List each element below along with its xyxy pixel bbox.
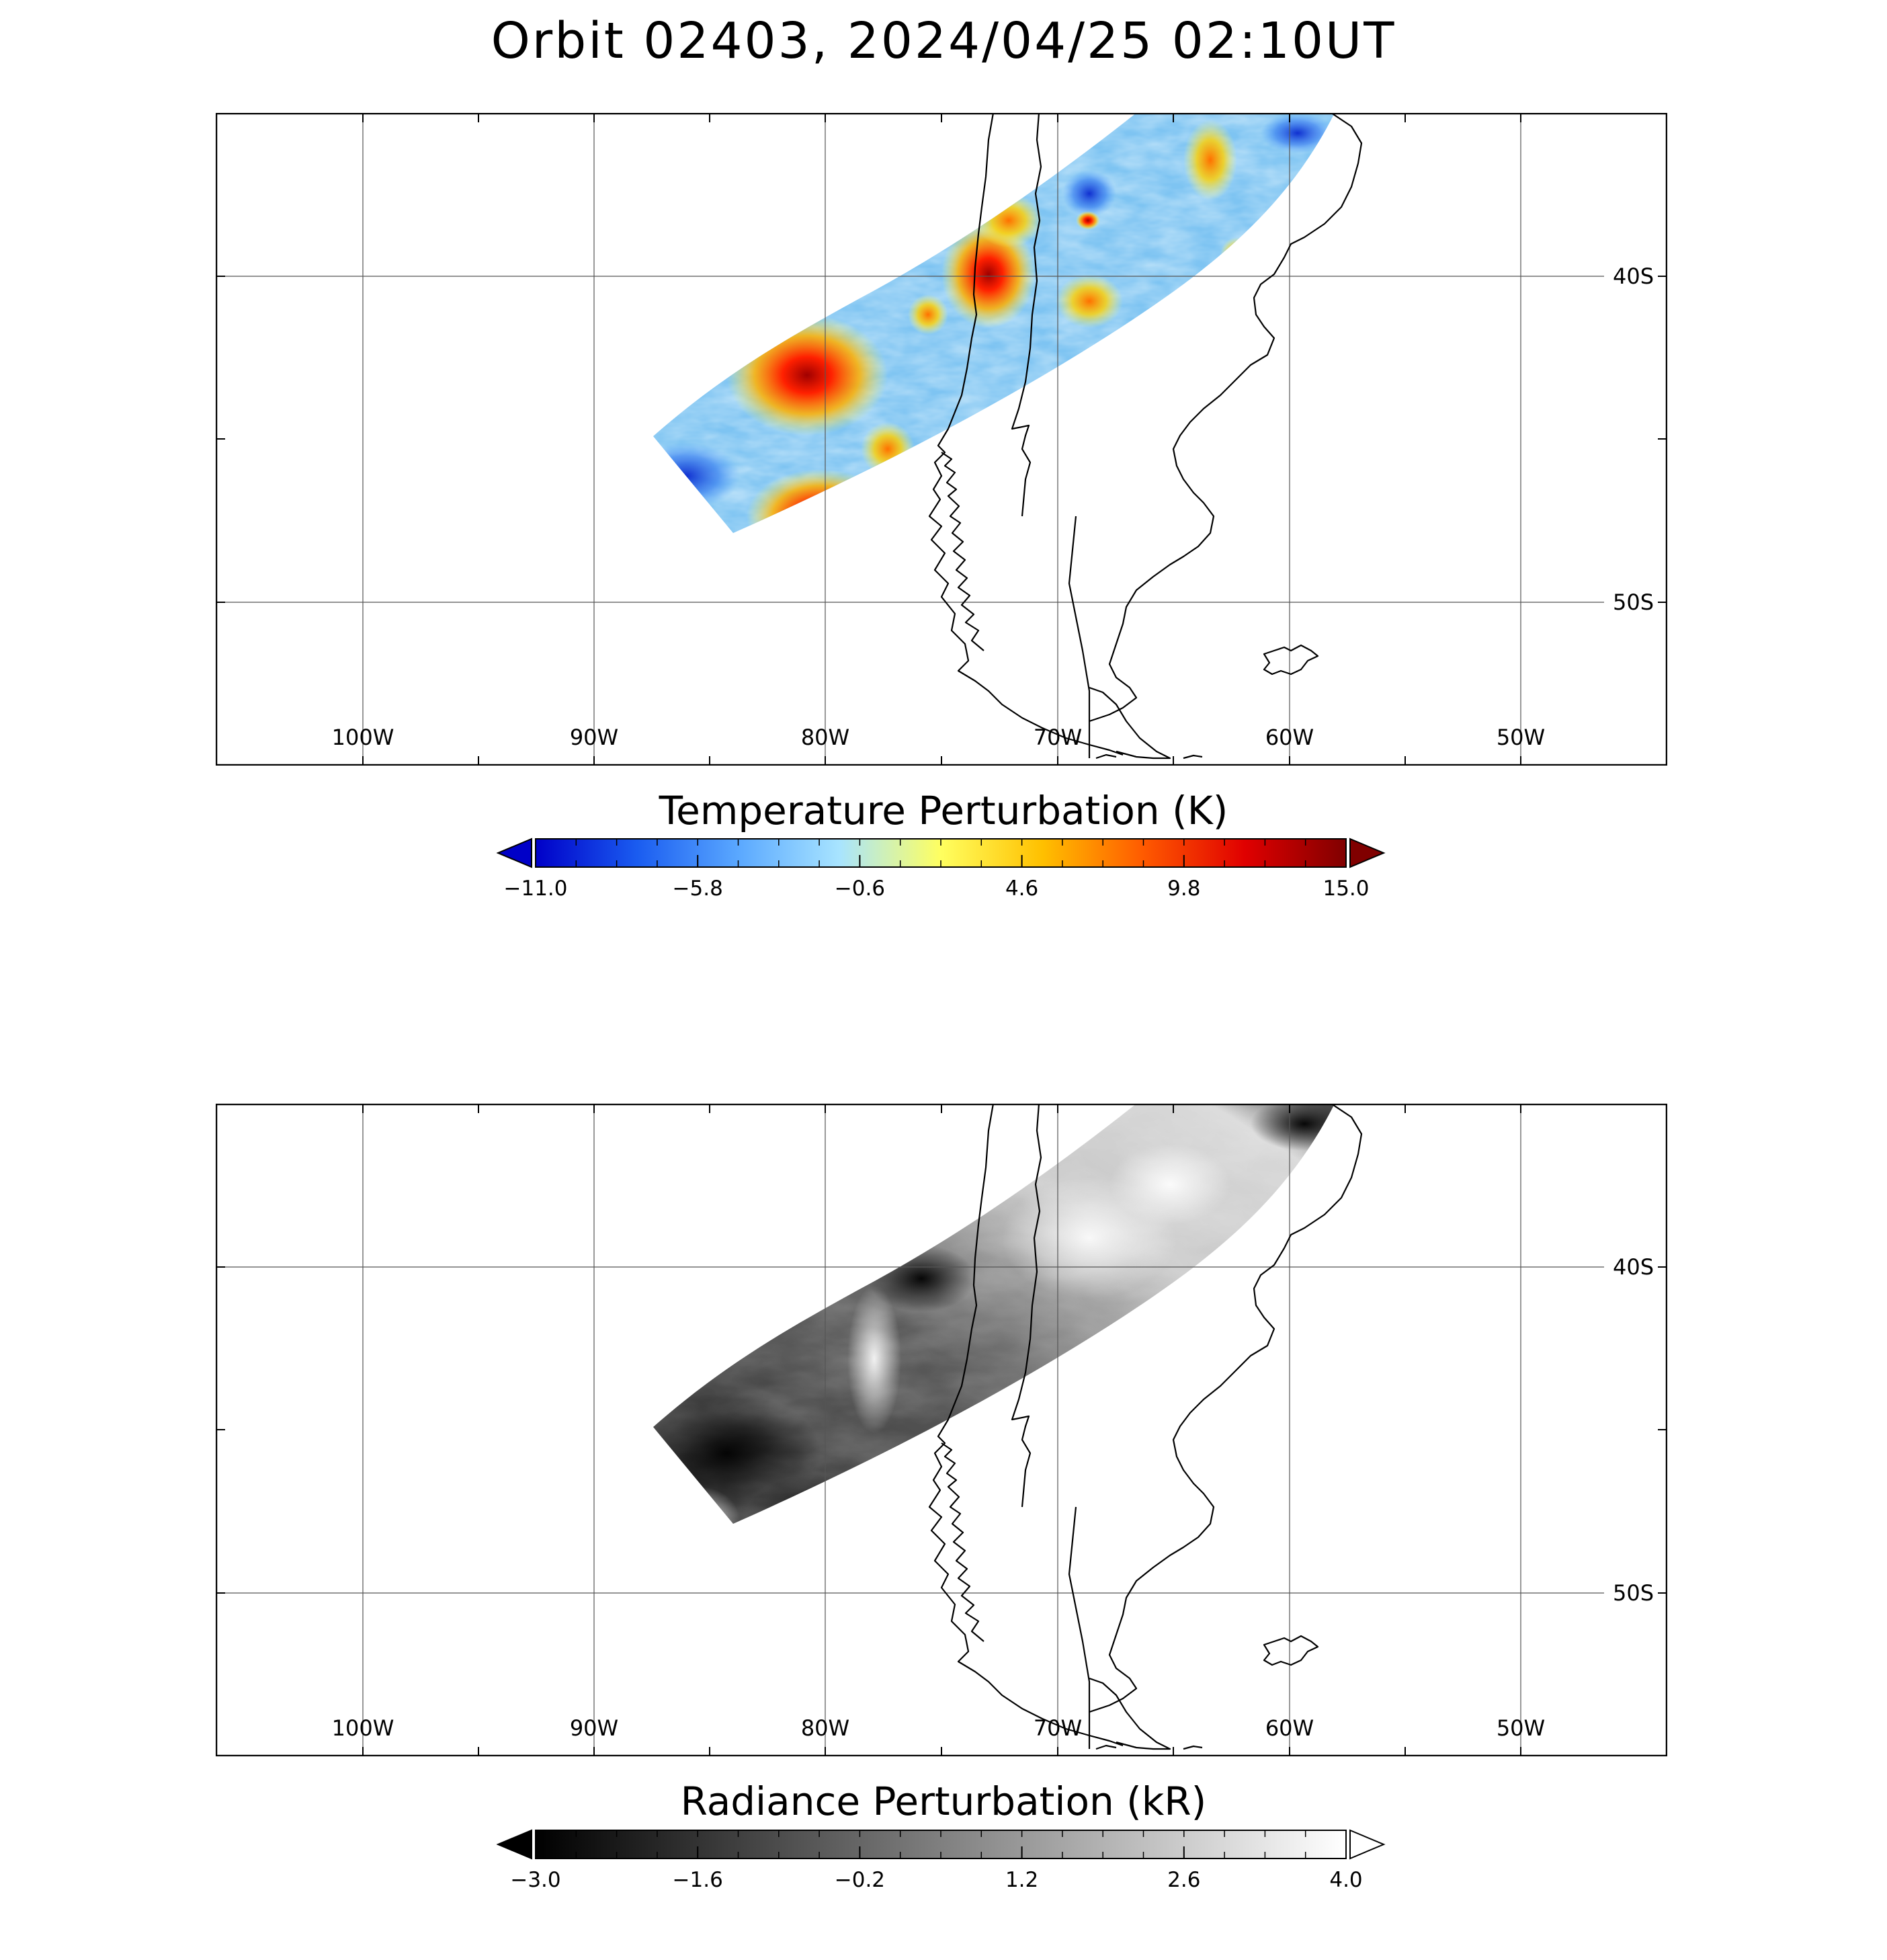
radiance-colorbar-title: Radiance Perturbation (kR) [680,1779,1207,1824]
lon-label-90w: 90W [570,1715,618,1741]
temperature-colorbar-svg: −11.0 −5.8 −0.6 4.6 9.8 15.0 [496,838,1386,901]
lon-label-70w: 70W [1034,725,1082,750]
lon-label-50w: 50W [1497,725,1545,750]
radiance-colorbar-tick-label: 4.0 [1329,1868,1362,1892]
temperature-colorbar-tick-label: 4.6 [1005,876,1038,901]
radiance-colorbar-svg: −3.0 −1.6 −0.2 1.2 2.6 4.0 [496,1829,1386,1892]
coastline [928,1104,1363,1750]
lat-label-50s: 50S [1613,1580,1654,1606]
radiance-colorbar: −3.0 −1.6 −0.2 1.2 2.6 4.0 [494,1825,1388,1899]
figure-title: Orbit 02403, 2024/04/25 02:10UT [491,12,1396,70]
temperature-colorbar-title: Temperature Perturbation (K) [659,788,1228,833]
radiance-colorbar-tick-label: 2.6 [1167,1868,1200,1892]
lon-label-60w: 60W [1265,725,1314,750]
radiance-map: 100W 90W 80W 70W 60W 50W 40S 50S [216,1104,1667,1756]
lon-label-100w: 100W [332,1715,394,1741]
radiance-colorbar-max-arrow [1349,1829,1386,1860]
temperature-swath [653,113,1335,533]
temperature-colorbar-tick-label: 15.0 [1323,876,1369,901]
graticule [216,113,1667,766]
lon-label-90w: 90W [570,725,618,750]
radiance-colorbar-tick-label: 1.2 [1005,1868,1038,1892]
temperature-colorbar-max-arrow [1349,838,1386,868]
lon-label-100w: 100W [332,725,394,750]
lon-label-80w: 80W [801,725,849,750]
temperature-map: 100W 90W 80W 70W 60W 50W 40S 50S [216,113,1667,766]
lat-label-40s: 40S [1613,263,1654,289]
coastline [928,113,1363,760]
temperature-map-panel: 100W 90W 80W 70W 60W 50W 40S 50S [216,113,1667,766]
radiance-colorbar-tick-label: −1.6 [673,1868,723,1892]
graticule [216,1104,1667,1756]
temperature-colorbar-tick-label: −0.6 [835,876,885,901]
lat-label-40s: 40S [1613,1254,1654,1280]
lon-label-70w: 70W [1034,1715,1082,1741]
temperature-colorbar-tick-label: 9.8 [1167,876,1200,901]
temperature-colorbar-min-arrow [496,838,532,868]
temperature-colorbar-tick-label: −5.8 [673,876,723,901]
lon-label-80w: 80W [801,1715,849,1741]
radiance-map-panel: 100W 90W 80W 70W 60W 50W 40S 50S [216,1104,1667,1756]
lat-label-50s: 50S [1613,589,1654,615]
radiance-swath [653,1104,1335,1524]
lon-label-60w: 60W [1265,1715,1314,1741]
temperature-colorbar: −11.0 −5.8 −0.6 4.6 9.8 15.0 [494,833,1388,907]
radiance-colorbar-tick-label: −3.0 [510,1868,560,1892]
temperature-colorbar-tick-label: −11.0 [504,876,568,901]
radiance-colorbar-min-arrow [496,1829,532,1860]
lon-label-50w: 50W [1497,1715,1545,1741]
radiance-colorbar-tick-label: −0.2 [835,1868,885,1892]
